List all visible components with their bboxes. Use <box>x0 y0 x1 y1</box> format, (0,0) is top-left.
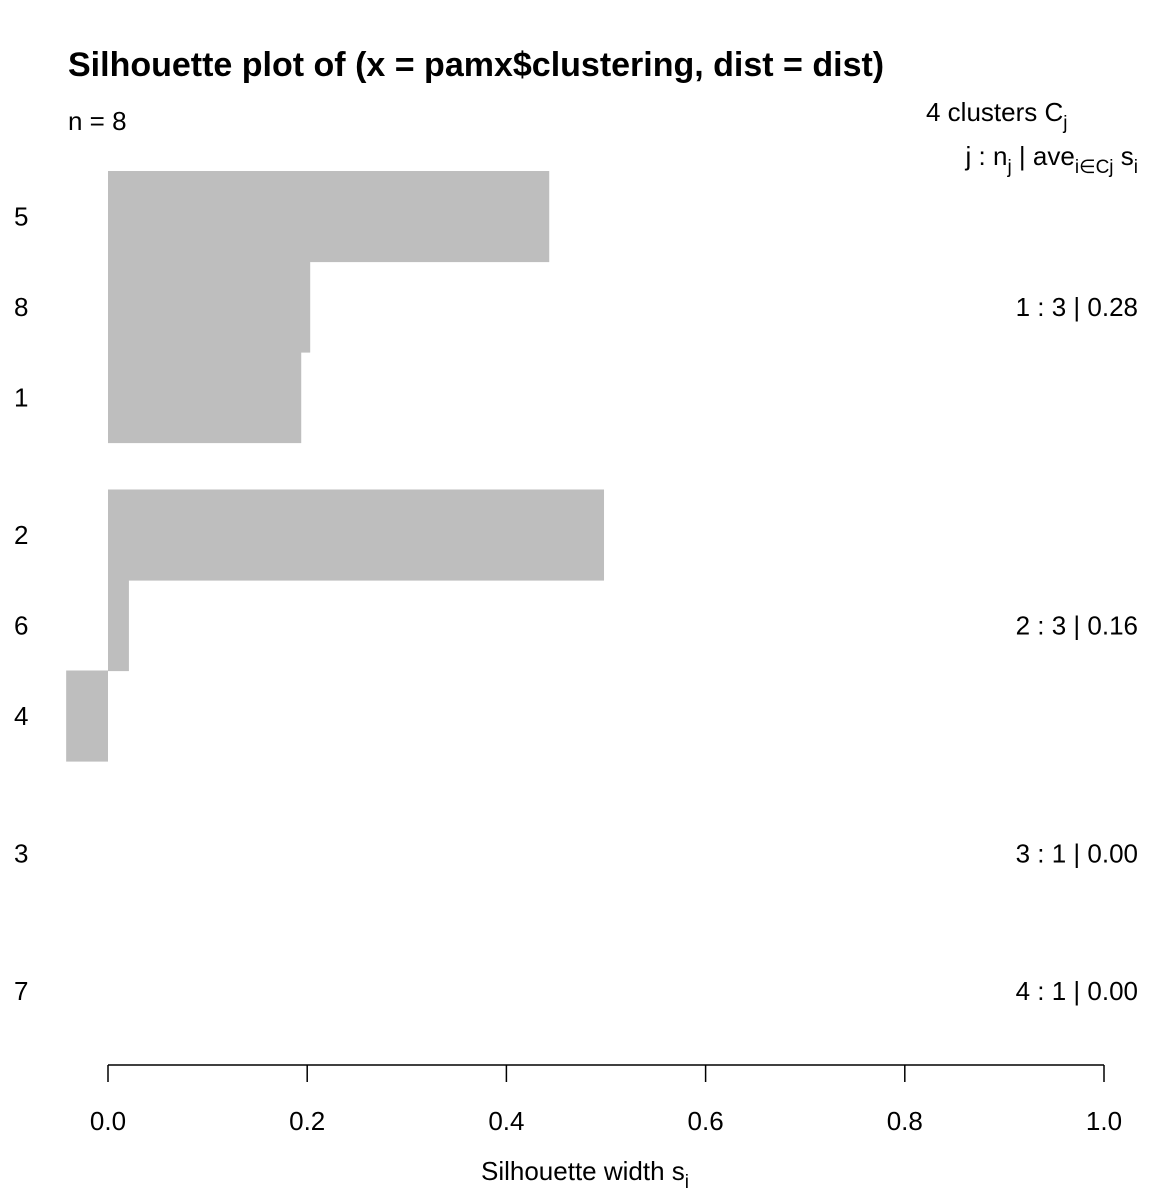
row-label-1: 1 <box>14 382 28 412</box>
row-label-6: 6 <box>14 610 28 640</box>
x-axis: 0.0 0.2 0.4 0.6 0.8 1.0 <box>90 1064 1122 1136</box>
row-label-4: 4 <box>14 701 28 731</box>
row-label-8: 8 <box>14 292 28 322</box>
legend-header-line1: 4 clusters Cj <box>926 97 1068 134</box>
chart-subtitle: n = 8 <box>68 106 127 136</box>
cluster-summary-3: 3 : 1 | 0.00 <box>1016 838 1138 868</box>
x-axis-label: Silhouette width si <box>481 1156 689 1193</box>
x-tick-label-0.2: 0.2 <box>289 1106 325 1136</box>
cluster-summary-4: 4 : 1 | 0.00 <box>1016 976 1138 1006</box>
bar-obs-4 <box>66 670 108 762</box>
row-label-5: 5 <box>14 201 28 231</box>
bar-obs-8 <box>108 261 311 353</box>
cluster-summary-1: 1 : 3 | 0.28 <box>1016 292 1138 322</box>
cluster-summary-2: 2 : 3 | 0.16 <box>1016 610 1138 640</box>
legend-header-line2: j : nj | avei∈Cj si <box>965 141 1138 178</box>
row-label-2: 2 <box>14 520 28 550</box>
x-tick-label-0.4: 0.4 <box>488 1106 524 1136</box>
row-labels-layer: 5 8 1 2 6 4 3 7 <box>14 201 28 1006</box>
bar-obs-6 <box>108 580 129 672</box>
x-tick-label-0.0: 0.0 <box>90 1106 126 1136</box>
x-tick-label-0.6: 0.6 <box>688 1106 724 1136</box>
row-label-3: 3 <box>14 838 28 868</box>
x-tick-label-0.8: 0.8 <box>887 1106 923 1136</box>
cluster-summary-layer: 1 : 3 | 0.28 2 : 3 | 0.16 3 : 1 | 0.00 4 : … <box>1016 292 1138 1006</box>
row-label-7: 7 <box>14 976 28 1006</box>
chart-title: Silhouette plot of (x = pamx$clustering,… <box>68 46 884 84</box>
bar-obs-2 <box>108 489 605 581</box>
x-tick-label-1.0: 1.0 <box>1086 1106 1122 1136</box>
bars-layer <box>66 171 605 762</box>
bar-obs-1 <box>108 352 302 444</box>
bar-obs-5 <box>108 171 550 263</box>
